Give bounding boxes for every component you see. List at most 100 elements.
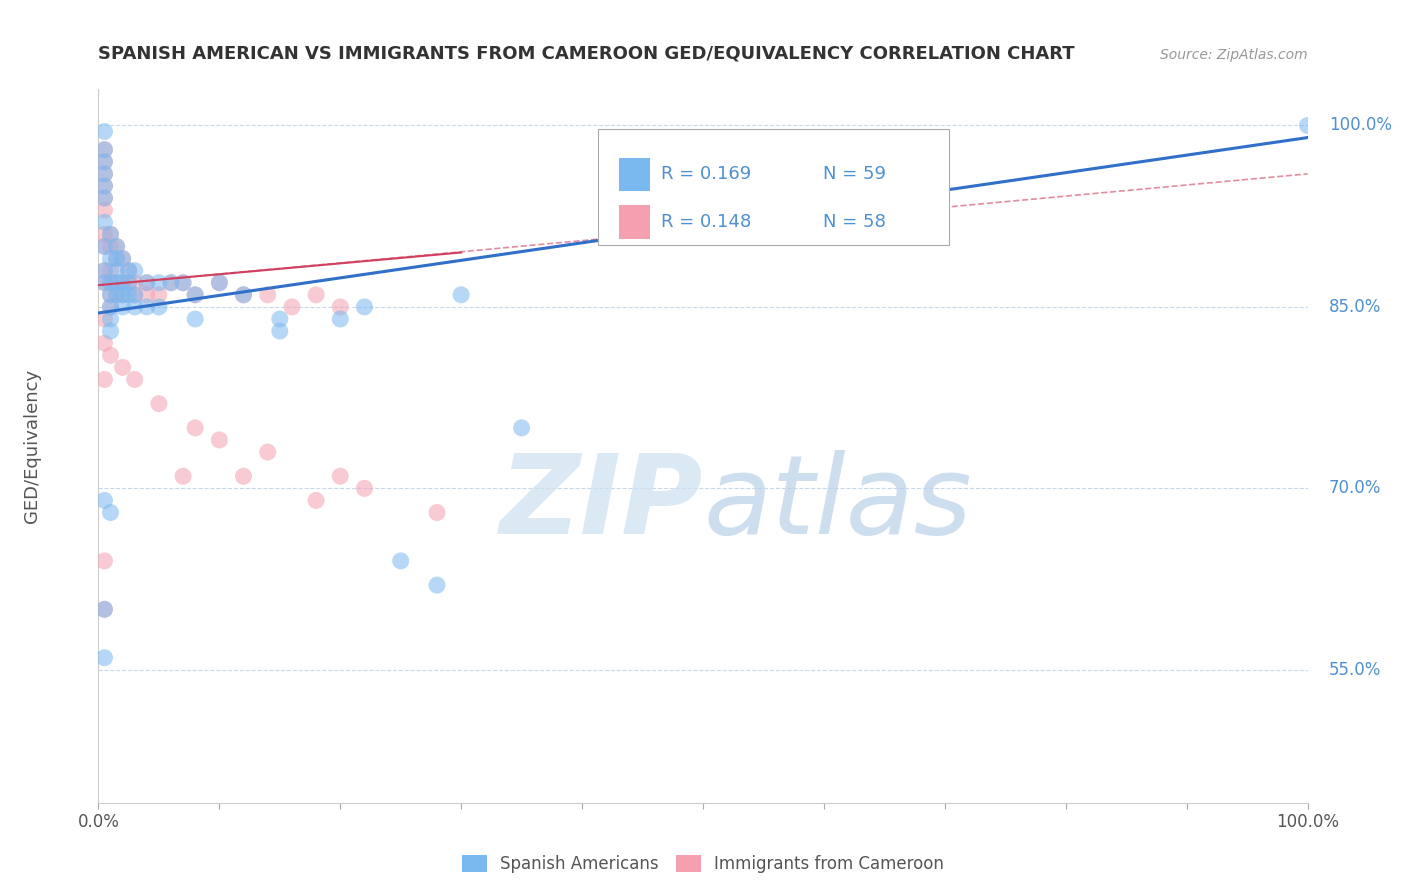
Point <box>124 372 146 386</box>
Point <box>184 312 207 326</box>
Point <box>100 348 122 362</box>
Text: Source: ZipAtlas.com: Source: ZipAtlas.com <box>1160 48 1308 62</box>
Point <box>232 469 254 483</box>
Point <box>100 276 122 290</box>
Point <box>93 276 115 290</box>
Point <box>100 506 122 520</box>
Point <box>118 276 141 290</box>
Point <box>100 276 122 290</box>
Point <box>93 227 115 242</box>
Point <box>100 227 122 242</box>
Point <box>93 154 115 169</box>
Point <box>353 481 375 495</box>
Point <box>93 263 115 277</box>
Text: GED/Equivalency: GED/Equivalency <box>22 369 41 523</box>
Text: 85.0%: 85.0% <box>1329 298 1381 316</box>
Point <box>111 276 134 290</box>
Point <box>148 276 170 290</box>
Point <box>281 300 304 314</box>
Point <box>93 124 115 138</box>
Point <box>510 421 533 435</box>
Point <box>135 276 157 290</box>
Point <box>100 263 122 277</box>
Point <box>105 239 128 253</box>
Point <box>93 239 115 253</box>
Point <box>426 578 449 592</box>
Point <box>93 336 115 351</box>
Point <box>111 288 134 302</box>
Point <box>148 397 170 411</box>
Text: 100.0%: 100.0% <box>1329 117 1392 135</box>
Point <box>105 276 128 290</box>
Point <box>105 288 128 302</box>
Point <box>172 276 194 290</box>
Point <box>105 276 128 290</box>
Point <box>93 263 115 277</box>
Text: R = 0.148: R = 0.148 <box>661 212 751 230</box>
Point <box>329 312 352 326</box>
Point <box>100 288 122 302</box>
Point <box>100 300 122 314</box>
Point <box>118 276 141 290</box>
Point <box>256 445 278 459</box>
Legend: Spanish Americans, Immigrants from Cameroon: Spanish Americans, Immigrants from Camer… <box>456 848 950 880</box>
Point <box>105 252 128 266</box>
Point <box>93 554 115 568</box>
Point <box>93 143 115 157</box>
Point <box>329 300 352 314</box>
Point <box>389 554 412 568</box>
Point <box>148 288 170 302</box>
Point <box>100 300 122 314</box>
Point <box>184 288 207 302</box>
Point <box>135 276 157 290</box>
Point <box>93 215 115 229</box>
Point <box>93 493 115 508</box>
Point <box>172 276 194 290</box>
Point <box>148 300 170 314</box>
Point <box>426 506 449 520</box>
Point <box>118 288 141 302</box>
Point <box>100 239 122 253</box>
Point <box>208 276 231 290</box>
Point <box>124 288 146 302</box>
Text: SPANISH AMERICAN VS IMMIGRANTS FROM CAMEROON GED/EQUIVALENCY CORRELATION CHART: SPANISH AMERICAN VS IMMIGRANTS FROM CAME… <box>98 45 1076 62</box>
Point <box>93 191 115 205</box>
Point <box>93 191 115 205</box>
Point <box>100 288 122 302</box>
Point <box>93 276 115 290</box>
Point <box>100 324 122 338</box>
Point <box>93 239 115 253</box>
Point <box>93 602 115 616</box>
Point <box>135 300 157 314</box>
Point <box>93 602 115 616</box>
Point <box>93 178 115 193</box>
Point <box>93 167 115 181</box>
Text: atlas: atlas <box>703 450 972 557</box>
Point <box>111 360 134 375</box>
Point <box>269 312 291 326</box>
Point <box>111 276 134 290</box>
Point <box>111 252 134 266</box>
Point <box>269 324 291 338</box>
Point <box>160 276 183 290</box>
Point <box>232 288 254 302</box>
Text: N = 58: N = 58 <box>823 212 886 230</box>
Point <box>100 227 122 242</box>
Point <box>1296 119 1319 133</box>
Point <box>329 469 352 483</box>
Point <box>105 288 128 302</box>
Point <box>105 239 128 253</box>
Point <box>305 493 328 508</box>
Point <box>208 433 231 447</box>
Point <box>124 276 146 290</box>
Point <box>105 252 128 266</box>
Point <box>172 469 194 483</box>
Point <box>256 288 278 302</box>
Point <box>118 263 141 277</box>
Point <box>111 288 134 302</box>
Point <box>135 288 157 302</box>
Point <box>124 263 146 277</box>
Point <box>111 300 134 314</box>
Point <box>93 203 115 218</box>
Text: N = 59: N = 59 <box>823 166 886 184</box>
